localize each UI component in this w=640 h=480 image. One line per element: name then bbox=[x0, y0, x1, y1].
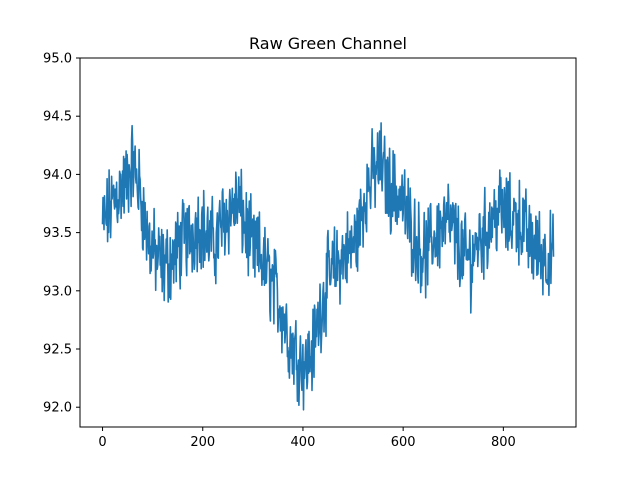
y-tick-label: 95.0 bbox=[43, 52, 72, 67]
chart-title: Raw Green Channel bbox=[249, 34, 407, 53]
x-tick-label: 400 bbox=[291, 435, 316, 450]
y-tick-label: 94.5 bbox=[43, 110, 72, 125]
y-tick-label: 94.0 bbox=[43, 168, 72, 183]
x-tick-label: 800 bbox=[491, 435, 516, 450]
x-tick-label: 0 bbox=[98, 435, 106, 450]
x-tick-label: 200 bbox=[190, 435, 215, 450]
y-tick-label: 93.5 bbox=[43, 226, 72, 241]
y-tick-label: 93.0 bbox=[43, 284, 72, 299]
plot-area bbox=[101, 122, 555, 411]
x-tick-label: 600 bbox=[391, 435, 416, 450]
axes: 0 200 400 600 800 92.0 92.5 93.0 93.5 94.0 94.5 95.… bbox=[43, 52, 577, 450]
y-tick-label: 92.0 bbox=[43, 401, 72, 416]
axes-frame bbox=[79, 57, 577, 428]
y-tick-label: 92.5 bbox=[43, 343, 72, 358]
series-line bbox=[101, 122, 555, 411]
